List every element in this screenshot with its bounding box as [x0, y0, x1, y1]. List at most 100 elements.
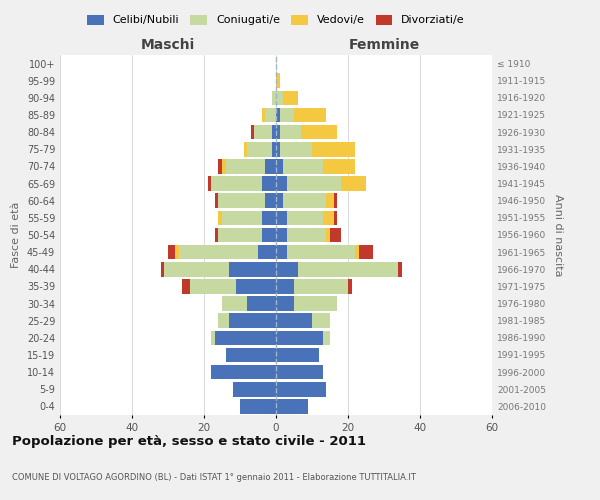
Bar: [215, 228, 218, 242]
Bar: [262, 210, 276, 225]
Bar: [287, 210, 323, 225]
Bar: [168, 245, 175, 260]
Bar: [276, 348, 319, 362]
Y-axis label: Fasce di età: Fasce di età: [11, 202, 21, 268]
Bar: [294, 296, 337, 311]
Bar: [294, 108, 326, 122]
Bar: [287, 228, 326, 242]
Bar: [229, 314, 276, 328]
Bar: [276, 142, 280, 156]
Bar: [175, 245, 179, 260]
Bar: [276, 399, 308, 413]
Bar: [287, 176, 341, 191]
Bar: [226, 159, 265, 174]
Bar: [326, 228, 330, 242]
Legend: Celibi/Nubili, Coniugati/e, Vedovi/e, Divorziati/e: Celibi/Nubili, Coniugati/e, Vedovi/e, Di…: [83, 10, 469, 30]
Bar: [280, 142, 312, 156]
Bar: [215, 194, 218, 208]
Bar: [298, 262, 398, 276]
Bar: [276, 74, 280, 88]
Bar: [287, 245, 355, 260]
Bar: [211, 365, 276, 380]
Bar: [276, 210, 287, 225]
Bar: [272, 125, 276, 140]
Bar: [280, 108, 294, 122]
Bar: [215, 330, 276, 345]
Bar: [294, 279, 348, 293]
Bar: [272, 90, 276, 105]
Bar: [218, 194, 265, 208]
Bar: [276, 90, 283, 105]
Bar: [355, 245, 359, 260]
Bar: [190, 279, 236, 293]
Bar: [276, 108, 280, 122]
Bar: [254, 125, 272, 140]
Bar: [258, 245, 276, 260]
Text: Popolazione per età, sesso e stato civile - 2011: Popolazione per età, sesso e stato civil…: [12, 435, 366, 448]
Bar: [276, 262, 298, 276]
Bar: [222, 296, 247, 311]
Bar: [265, 194, 276, 208]
Text: Maschi: Maschi: [141, 38, 195, 52]
Bar: [280, 125, 301, 140]
Bar: [283, 90, 298, 105]
Bar: [326, 194, 334, 208]
Bar: [348, 279, 352, 293]
Bar: [218, 159, 222, 174]
Bar: [164, 262, 229, 276]
Bar: [226, 348, 276, 362]
Bar: [247, 142, 272, 156]
Bar: [276, 228, 287, 242]
Bar: [276, 279, 294, 293]
Bar: [218, 314, 229, 328]
Bar: [398, 262, 402, 276]
Text: COMUNE DI VOLTAGO AGORDINO (BL) - Dati ISTAT 1° gennaio 2011 - Elaborazione TUTT: COMUNE DI VOLTAGO AGORDINO (BL) - Dati I…: [12, 473, 416, 482]
Bar: [323, 159, 355, 174]
Bar: [233, 382, 276, 396]
Bar: [276, 159, 283, 174]
Bar: [247, 296, 276, 311]
Y-axis label: Anni di nascita: Anni di nascita: [553, 194, 563, 276]
Bar: [276, 194, 283, 208]
Bar: [218, 210, 222, 225]
Bar: [229, 262, 276, 276]
Text: Femmine: Femmine: [349, 38, 419, 52]
Bar: [161, 262, 164, 276]
Bar: [276, 296, 294, 311]
Bar: [236, 279, 276, 293]
Bar: [330, 228, 341, 242]
Bar: [276, 125, 280, 140]
Bar: [222, 159, 226, 174]
Bar: [312, 142, 355, 156]
Bar: [240, 399, 276, 413]
Bar: [262, 176, 276, 191]
Bar: [182, 279, 190, 293]
Bar: [276, 365, 323, 380]
Bar: [276, 176, 287, 191]
Bar: [341, 176, 366, 191]
Bar: [276, 382, 326, 396]
Bar: [334, 194, 337, 208]
Bar: [218, 228, 262, 242]
Bar: [283, 159, 323, 174]
Bar: [283, 194, 326, 208]
Bar: [211, 176, 262, 191]
Bar: [262, 228, 276, 242]
Bar: [208, 176, 211, 191]
Bar: [272, 142, 276, 156]
Bar: [211, 330, 215, 345]
Bar: [276, 330, 323, 345]
Bar: [301, 125, 337, 140]
Bar: [262, 108, 265, 122]
Bar: [334, 210, 337, 225]
Bar: [244, 142, 247, 156]
Bar: [312, 314, 330, 328]
Bar: [276, 314, 312, 328]
Bar: [265, 159, 276, 174]
Bar: [265, 108, 276, 122]
Bar: [222, 210, 262, 225]
Bar: [179, 245, 258, 260]
Bar: [323, 210, 334, 225]
Bar: [251, 125, 254, 140]
Bar: [276, 245, 287, 260]
